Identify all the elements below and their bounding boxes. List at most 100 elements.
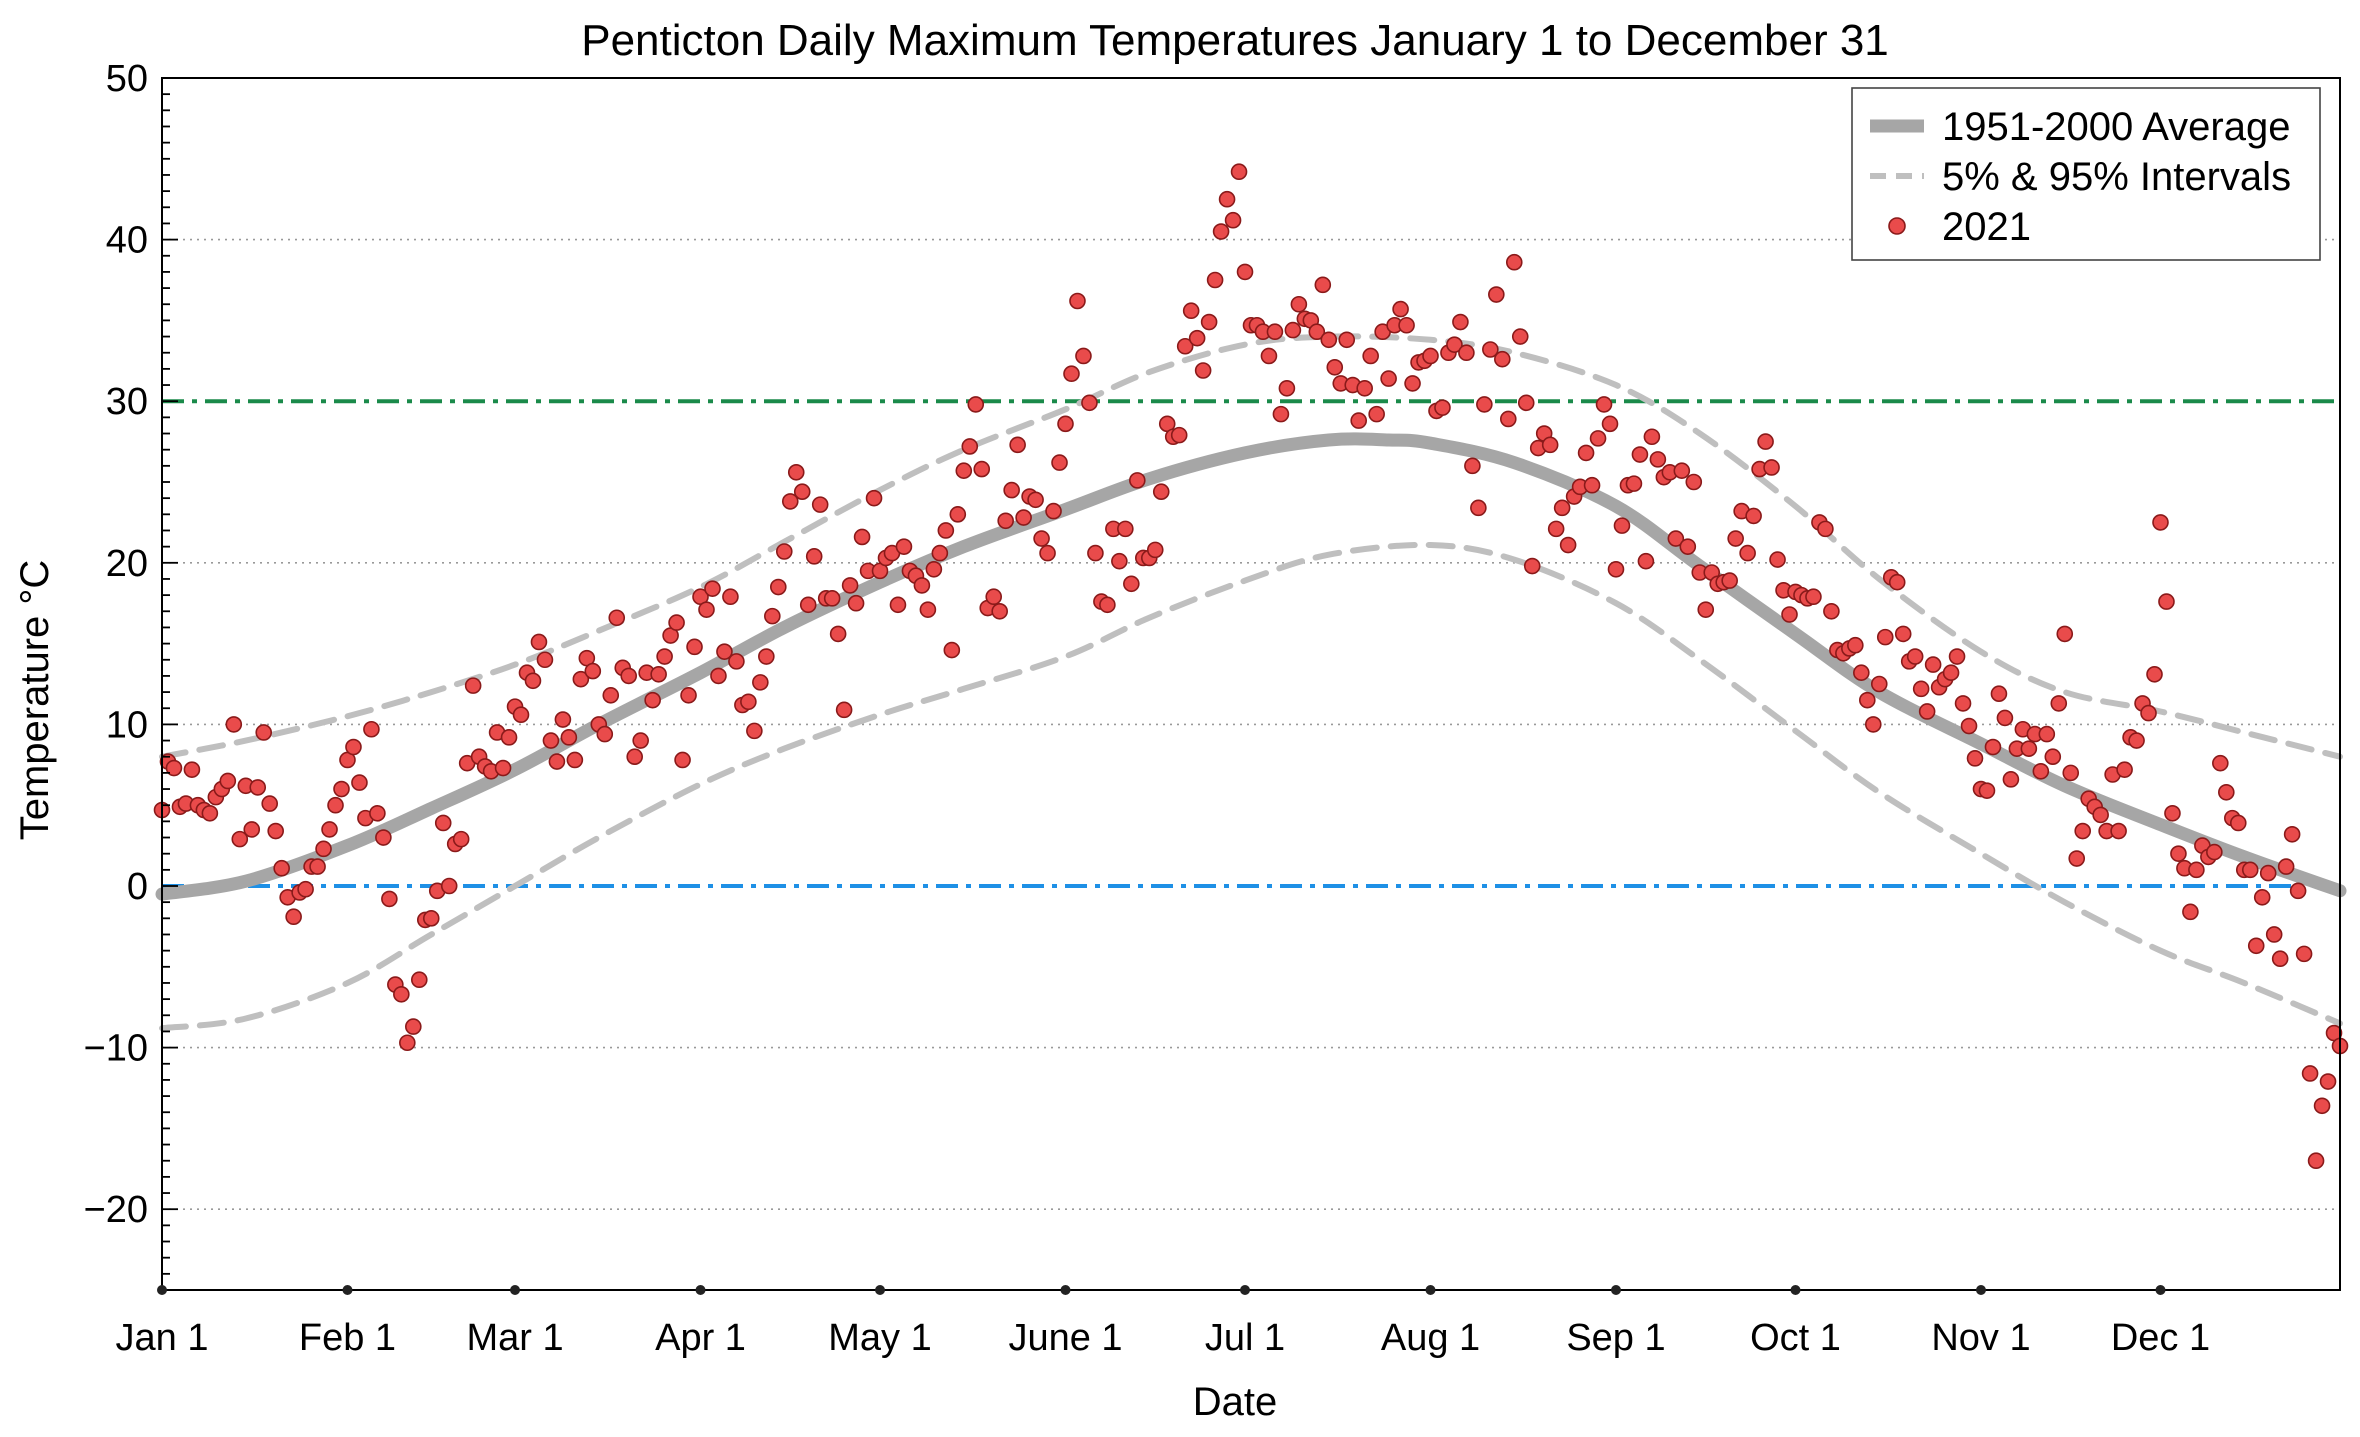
data-point [381, 890, 398, 908]
data-point [273, 859, 290, 877]
data-point [698, 601, 715, 618]
data-point [2092, 806, 2109, 824]
data-point [937, 522, 955, 539]
data-point [1314, 276, 1332, 294]
data-point [1200, 313, 1218, 331]
data-point [2319, 1073, 2337, 1090]
data-point [1966, 750, 1984, 767]
data-point [1589, 430, 1607, 447]
data-point [512, 706, 530, 724]
data-point [1152, 483, 1170, 500]
data-point [602, 687, 620, 704]
data-point [494, 759, 512, 777]
data-point [1057, 415, 1074, 433]
data-point [656, 648, 673, 665]
data-point [333, 780, 350, 798]
data-point [835, 701, 853, 719]
data-point [243, 821, 261, 838]
data-point [770, 578, 787, 596]
data-point [321, 821, 338, 838]
data-point [225, 716, 243, 733]
legend: 1951-2000 Average 5% & 95% Intervals 2021 [1851, 87, 2321, 261]
data-point [231, 830, 249, 848]
data-point [1488, 286, 1505, 303]
data-point [644, 691, 661, 709]
data-point [949, 506, 967, 523]
data-point [1942, 664, 1960, 681]
data-point [410, 971, 428, 989]
data-point [1637, 552, 1655, 570]
data-point [1039, 544, 1056, 562]
data-point [1446, 336, 1463, 353]
data-point [369, 804, 386, 822]
data-point [1009, 436, 1026, 454]
data-point [1194, 362, 1212, 379]
data-point [1129, 472, 1146, 489]
data-point [1434, 399, 1451, 416]
data-point [1284, 321, 1302, 339]
interval-line [159, 541, 2343, 1032]
data-point [1069, 292, 1086, 310]
y-tick-label: 10 [106, 704, 148, 746]
data-point [1099, 596, 1116, 614]
x-tick-label: Jan 1 [116, 1317, 209, 1359]
data-point [2218, 783, 2235, 801]
x-tick-label: Nov 1 [1931, 1317, 2030, 1359]
data-point [2206, 843, 2223, 861]
data-point [626, 748, 643, 766]
y-tick-label: −10 [84, 1028, 148, 1070]
data-point [1350, 412, 1368, 429]
data-point [452, 830, 470, 848]
data-point [1063, 365, 1080, 383]
data-point [1170, 426, 1188, 444]
data-point [2032, 762, 2050, 780]
x-tick-marker [1975, 1285, 1986, 1295]
data-point [2146, 666, 2163, 683]
data-point [752, 674, 769, 691]
data-point [1984, 738, 2002, 756]
y-axis-label: Temperature °C [13, 560, 57, 841]
data-point [668, 614, 685, 631]
data-point [1595, 396, 1613, 413]
data-point [1368, 405, 1385, 423]
data-point [1805, 588, 1822, 606]
data-point [973, 460, 991, 478]
data-point [2056, 625, 2074, 643]
x-tick-label: Apr 1 [655, 1317, 746, 1359]
data-point [1954, 695, 1972, 712]
y-tick-label: 30 [106, 381, 148, 423]
data-point [560, 729, 578, 746]
data-point [2152, 514, 2169, 531]
data-point [2283, 825, 2301, 843]
data-point [1559, 536, 1577, 554]
x-tick-marker [1610, 1285, 1621, 1295]
data-point [1015, 509, 1032, 526]
data-point [1117, 520, 1134, 538]
data-point [1679, 538, 1697, 555]
data-point [2164, 804, 2181, 822]
data-point [1978, 782, 1996, 799]
data-point [847, 594, 865, 612]
data-point [1380, 370, 1397, 387]
data-point [913, 577, 931, 594]
data-point [2044, 748, 2062, 766]
data-point [2062, 764, 2080, 782]
data-point [889, 596, 907, 614]
data-point [1111, 552, 1128, 570]
data-point [297, 880, 314, 898]
data-point [2247, 937, 2265, 955]
data-point [2140, 704, 2157, 722]
y-tick-label: 20 [106, 543, 148, 585]
data-points-2021 [153, 163, 2349, 1170]
data-point [1320, 331, 1338, 349]
data-point [1278, 379, 1296, 397]
data-point [608, 609, 626, 627]
data-point [1517, 394, 1535, 412]
data-point [2289, 882, 2307, 900]
data-point [1847, 636, 1864, 654]
data-point [1045, 502, 1062, 520]
data-point [1960, 717, 1978, 735]
data-point [1924, 656, 1942, 673]
data-point [997, 512, 1014, 530]
